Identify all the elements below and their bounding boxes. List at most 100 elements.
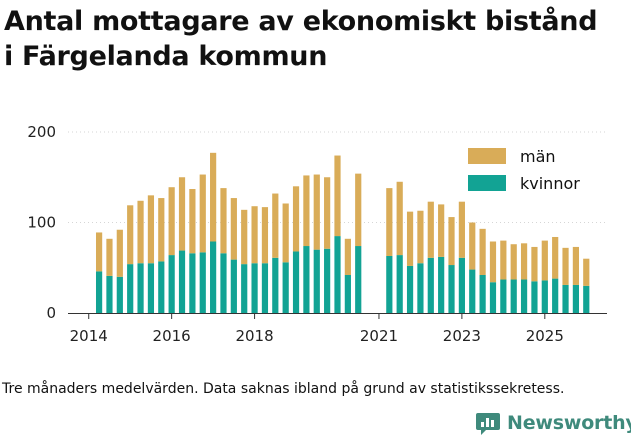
bar-man-8 — [178, 177, 186, 251]
bar-kvinnor-39 — [520, 279, 528, 313]
bar-kvinnor-38 — [510, 279, 517, 313]
bar-kvinnor-42 — [552, 278, 559, 313]
x-tick-label-2014: 2014 — [70, 327, 108, 345]
legend: män kvinnor — [468, 147, 580, 193]
bar-kvinnor-4 — [137, 263, 144, 313]
bar-kvinnor-3 — [127, 264, 134, 313]
bar-man-24 — [344, 238, 351, 275]
bar-man-11 — [210, 152, 217, 242]
bar-kvinnor-41 — [541, 280, 548, 313]
chart-title-line-1: Antal mottagare av ekonomiskt bistånd — [4, 6, 598, 37]
bar-kvinnor-17 — [272, 257, 279, 313]
bar-man-19 — [292, 186, 300, 252]
bar-man-18 — [282, 203, 289, 263]
y-tick-label-100: 100 — [27, 214, 56, 232]
bar-kvinnor-0 — [95, 271, 103, 313]
bar-kvinnor-30 — [427, 257, 434, 313]
bar-man-3 — [127, 205, 134, 265]
bar-man-16 — [261, 207, 269, 264]
bar-kvinnor-12 — [220, 253, 227, 313]
bar-man-36 — [489, 241, 497, 283]
bar-kvinnor-11 — [210, 241, 217, 313]
x-tick-label-2025: 2025 — [526, 327, 564, 345]
bar-man-40 — [531, 246, 538, 282]
bar-kvinnor-24 — [344, 274, 351, 313]
bar-kvinnor-13 — [230, 259, 237, 313]
legend-swatch-man — [468, 148, 506, 164]
bar-kvinnor-15 — [251, 263, 258, 313]
bar-man-23 — [334, 155, 341, 237]
bar-kvinnor-35 — [479, 274, 486, 313]
bar-kvinnor-6 — [158, 261, 165, 313]
bar-kvinnor-31 — [438, 256, 445, 313]
bar-kvinnor-19 — [292, 251, 300, 313]
bar-man-5 — [147, 195, 155, 264]
bar-man-25 — [355, 173, 362, 247]
bar-man-12 — [220, 188, 227, 254]
bar-kvinnor-7 — [168, 255, 175, 313]
bar-man-44 — [572, 246, 580, 285]
bar-kvinnor-26 — [386, 255, 393, 313]
bar-man-7 — [168, 187, 175, 256]
y-tick-label-200: 200 — [27, 123, 56, 141]
bar-man-41 — [541, 240, 548, 281]
x-tick-label-2016: 2016 — [153, 327, 191, 345]
bar-kvinnor-18 — [282, 262, 289, 313]
bar-kvinnor-33 — [458, 257, 465, 313]
bar-kvinnor-5 — [147, 263, 155, 313]
bar-kvinnor-36 — [489, 282, 497, 313]
bar-man-21 — [313, 174, 320, 250]
bar-man-4 — [137, 200, 144, 264]
legend-label-kvinnor: kvinnor — [520, 174, 580, 193]
bar-kvinnor-40 — [531, 281, 538, 313]
bar-man-20 — [303, 175, 310, 247]
bar-man-27 — [396, 181, 403, 256]
bar-kvinnor-20 — [303, 246, 310, 313]
bar-man-2 — [116, 229, 123, 277]
bar-man-38 — [510, 244, 517, 280]
bar-man-43 — [562, 247, 569, 285]
bar-kvinnor-21 — [313, 249, 320, 313]
bar-man-39 — [520, 243, 528, 280]
bar-man-6 — [158, 198, 165, 262]
axes: 2014 2016 2018 2021 2023 2025 — [68, 313, 607, 345]
x-tick-label-2023: 2023 — [443, 327, 481, 345]
bar-man-29 — [417, 210, 424, 264]
bar-man-17 — [272, 193, 279, 258]
bar-kvinnor-34 — [469, 269, 476, 313]
bar-man-35 — [479, 228, 486, 275]
bar-kvinnor-45 — [583, 285, 590, 313]
bar-man-13 — [230, 198, 237, 260]
legend-swatch-kvinnor — [468, 175, 506, 191]
chart-title: Antal mottagare av ekonomiskt bistånd i … — [4, 4, 629, 74]
bar-man-26 — [386, 188, 393, 256]
bar-man-9 — [189, 189, 196, 254]
bar-kvinnor-1 — [106, 275, 113, 313]
bar-man-28 — [406, 211, 414, 266]
newsworthy-logo-icon — [476, 413, 500, 435]
bar-kvinnor-28 — [406, 265, 414, 313]
bar-kvinnor-16 — [261, 263, 269, 313]
chart-caption: Tre månaders medelvärden. Data saknas ib… — [2, 381, 565, 397]
bar-man-32 — [448, 217, 455, 266]
brand-logo[interactable]: Newsworthy — [475, 410, 631, 436]
bar-kvinnor-10 — [199, 252, 206, 313]
bars — [95, 152, 590, 313]
bar-kvinnor-14 — [241, 264, 248, 313]
bar-man-10 — [199, 174, 206, 253]
bar-kvinnor-29 — [417, 263, 424, 313]
bar-man-14 — [241, 209, 248, 265]
bar-man-30 — [427, 201, 434, 258]
bar-man-33 — [458, 201, 465, 258]
bar-kvinnor-9 — [189, 253, 196, 313]
bar-man-15 — [251, 206, 258, 264]
bar-man-37 — [500, 240, 507, 280]
brand-name: Newsworthy — [507, 412, 631, 434]
bar-man-1 — [106, 238, 113, 276]
bar-kvinnor-27 — [396, 255, 403, 313]
bar-man-42 — [552, 236, 559, 279]
bar-kvinnor-43 — [562, 284, 569, 313]
bar-kvinnor-22 — [324, 248, 331, 313]
bar-kvinnor-44 — [572, 284, 580, 313]
